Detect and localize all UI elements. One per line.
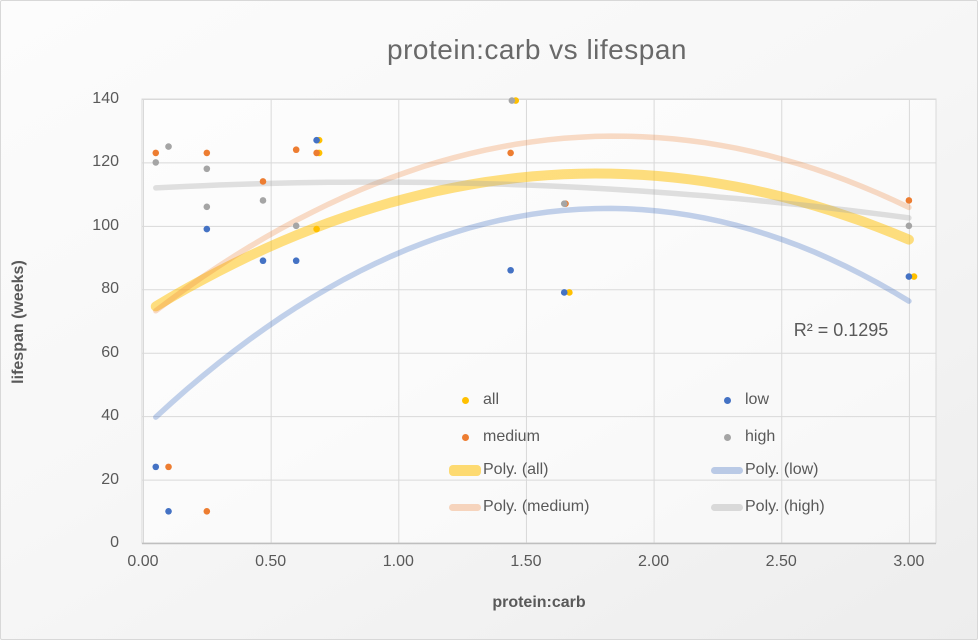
legend-mark [449,503,481,511]
y-tick-label: 140 [92,89,119,107]
y-tick-label: 40 [101,407,119,425]
scatter-point-low [165,507,172,515]
legend-line-swatch [711,466,743,474]
legend-label: high [745,428,776,445]
scatter-point-low [507,266,514,274]
x-axis-title: protein:carb [492,594,586,611]
x-tick-label: 1.00 [382,553,414,570]
y-tick-label: 20 [101,470,119,488]
legend-dot-swatch [449,396,481,404]
x-tick-label: 0.50 [255,553,287,570]
legend-label: Poly. (high) [745,498,825,515]
legend-item-low: low [711,389,769,411]
legend-label: low [745,391,770,408]
legend-dot-swatch [711,396,743,404]
scatter-point-low [259,257,267,265]
legend-item-high: high [711,426,775,448]
legend-label: Poly. (low) [745,461,819,478]
legend-mark [711,466,743,474]
legend-mark [711,503,743,511]
legend-mark [461,396,469,404]
scatter-point-medium [259,178,267,185]
scatter-point-medium [313,149,320,157]
y-tick-label: 60 [101,343,119,361]
legend-line-swatch [449,503,481,511]
scatter-point-high [203,165,211,173]
scatter-point-high [259,197,267,204]
scatter-point-high [165,143,172,150]
y-tick-label: 0 [110,534,119,551]
y-tick-label: 100 [92,216,119,234]
legend-item-poly-low: Poly. (low) [711,459,819,481]
scatter-point-high [508,97,516,104]
legend-mark [723,396,731,404]
legend-line-swatch [449,464,481,476]
scatter-point-high [560,200,568,207]
y-tick-label: 120 [92,153,119,171]
scatter-point-all [566,289,573,296]
legend-line-swatch [711,503,743,511]
scatter-point-medium [203,507,211,515]
scatter-point-low [292,257,300,265]
scatter-point-low [152,463,160,471]
legend-mark [449,464,481,476]
scatter-point-low [313,136,320,144]
legend-dot-swatch [711,433,743,441]
legend-item-poly-high: Poly. (high) [711,496,825,518]
chart-title: protein:carb vs lifespan [1,34,805,66]
scatter-point-low [203,225,211,233]
scatter-point-medium [292,146,300,154]
trendline-high [153,179,912,221]
legend-item-medium: medium [449,426,540,448]
y-tick-label: 80 [101,280,119,298]
x-tick-label: 3.00 [893,553,925,570]
scatter-point-high [152,159,160,166]
scatter-point-low [905,273,913,280]
legend-mark [723,433,731,441]
scatter-point-high [203,203,211,211]
x-tick-label: 2.50 [765,553,797,570]
legend-item-all: all [449,389,499,411]
trendline-all [150,168,914,312]
trendline-low [153,205,912,420]
scatter-point-low [560,289,568,296]
scatter-point-medium [905,197,913,204]
legend-label: Poly. (medium) [483,498,590,515]
legend-label: all [483,391,500,408]
r-squared-annotation: R² = 0.1295 [793,320,889,340]
scatter-point-all [313,225,320,233]
scatter-point-medium [507,149,514,157]
legend-item-poly-all: Poly. (all) [449,459,549,481]
x-tick-label: 0.00 [127,553,159,570]
scatter-point-medium [165,463,172,471]
legend-item-poly-medium: Poly. (medium) [449,496,589,518]
x-tick-label: 2.00 [638,553,670,570]
chart-title-text: protein:carb vs lifespan [387,34,687,65]
y-axis-title: lifespan (weeks) [10,260,27,384]
x-tick-label: 1.50 [510,553,542,570]
legend-dot-swatch [449,433,481,441]
scatter-point-all [910,273,918,280]
scatter-point-medium [203,149,211,157]
legend-label: Poly. (all) [483,461,549,478]
scatter-point-high [905,222,913,230]
trendline-medium [153,133,912,314]
legend-label: medium [483,428,540,445]
scatter-point-medium [152,149,160,157]
scatter-point-high [292,222,300,230]
legend-mark [461,433,469,441]
